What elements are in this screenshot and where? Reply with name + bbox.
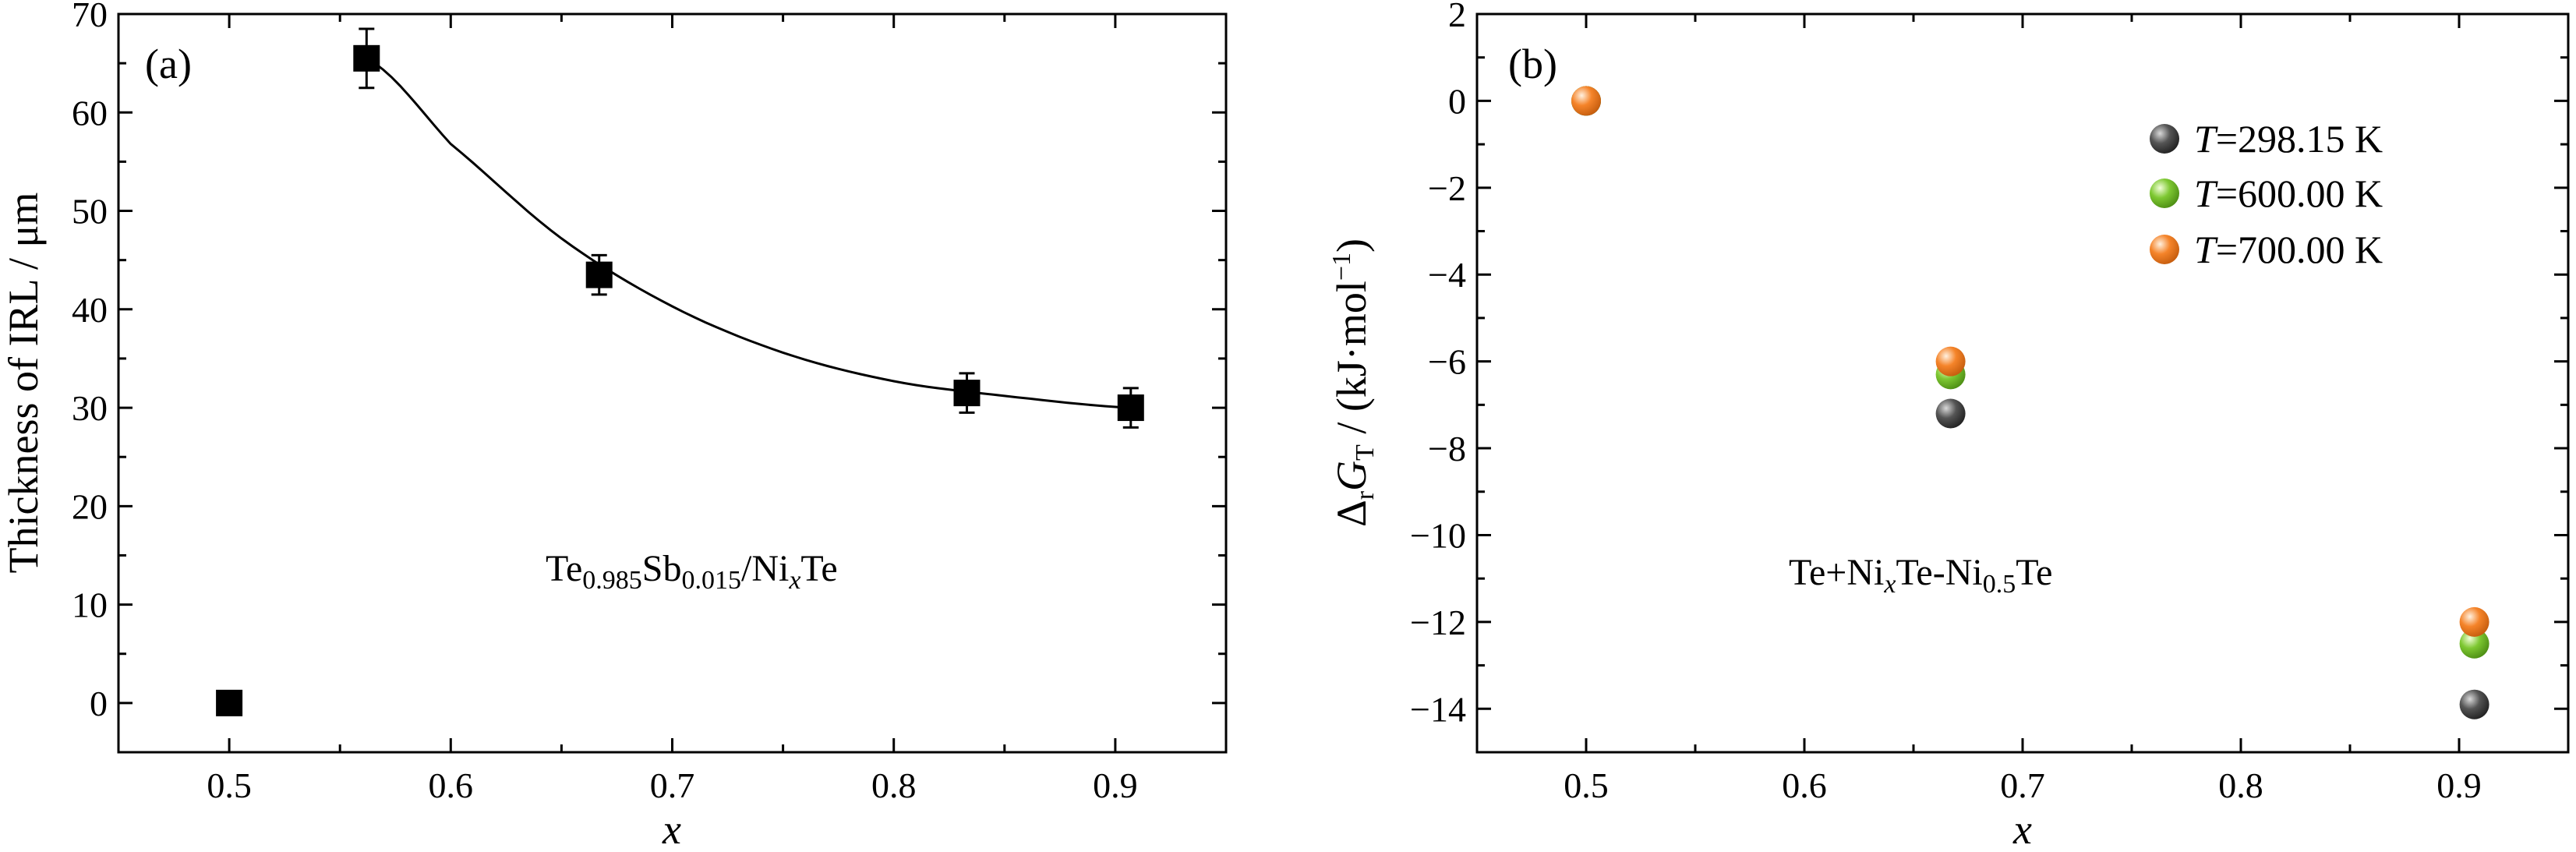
data-point-square xyxy=(216,689,243,716)
data-point-square xyxy=(585,261,613,288)
panel-a-axis-ticks: 0.5 0.6 0.7 0.8 0.9 0 10 20 30 40 50 60 70 xyxy=(72,0,1226,805)
panel-a-annotation: Te0.985Sb0.015/NixTe xyxy=(546,548,838,595)
legend-label-600: T=600.00 K xyxy=(2194,171,2383,215)
y-tick-label: −12 xyxy=(1410,603,1466,642)
panel-b-legend: T=298.15 K T=600.00 K T=700.00 K xyxy=(2150,117,2383,271)
x-tick-label: 0.5 xyxy=(207,765,252,805)
x-tick-label: 0.8 xyxy=(2218,765,2263,805)
y-tick-label: 0 xyxy=(1448,81,1466,121)
data-point-square xyxy=(1117,394,1144,422)
y-tick-label: −4 xyxy=(1428,255,1466,295)
y-tick-label: 50 xyxy=(72,192,108,232)
panel-b-tag: (b) xyxy=(1508,41,1557,87)
panel-a-tag: (a) xyxy=(145,41,192,87)
legend-label-298: T=298.15 K xyxy=(2194,117,2383,161)
panel-a-x-axis-title: x xyxy=(662,806,681,852)
fit-curve xyxy=(366,57,1131,409)
data-point-series-2 xyxy=(2459,606,2489,637)
x-tick-label: 0.7 xyxy=(2000,765,2045,805)
y-tick-label: −8 xyxy=(1428,429,1466,468)
data-point-square xyxy=(953,380,981,407)
panel-a-frame xyxy=(117,12,1228,754)
x-tick-label: 0.6 xyxy=(1782,765,1827,805)
panel-a-y-axis-title: Thickness of IRL / μm xyxy=(0,193,47,574)
panel-b: 0.5 0.6 0.7 0.8 0.9 2 0 −2 −4 −6 −8 −10 −12 −14 (b) T… xyxy=(1327,0,2570,852)
panel-a: 0.5 0.6 0.7 0.8 0.9 0 10 20 30 40 50 60 70 (a) Te0.9… xyxy=(0,0,1228,852)
panel-b-annotation: Te+NixTe-Ni0.5Te xyxy=(1789,552,2052,599)
x-tick-label: 0.7 xyxy=(650,765,695,805)
data-point-series-0 xyxy=(1935,398,1966,429)
y-tick-label: 40 xyxy=(72,290,108,330)
data-point-series-2 xyxy=(1571,86,1601,116)
legend-label-700: T=700.00 K xyxy=(2194,228,2383,271)
panel-b-y-axis-title: ΔrGT / (kJ·mol−1) xyxy=(1327,239,1380,527)
y-tick-label: 70 xyxy=(72,0,108,34)
y-tick-label: −2 xyxy=(1428,168,1466,208)
y-tick-label: 30 xyxy=(72,388,108,428)
y-tick-label: 20 xyxy=(72,486,108,526)
data-point-series-1 xyxy=(2459,628,2489,659)
panel-b-frame xyxy=(1475,12,2570,754)
x-tick-label: 0.8 xyxy=(871,765,917,805)
panel-b-plot-area xyxy=(1571,86,2489,719)
data-point-series-0 xyxy=(2459,689,2489,719)
panel-b-x-axis-title: x xyxy=(2012,806,2032,852)
y-tick-label: 10 xyxy=(72,585,108,625)
y-tick-label: −10 xyxy=(1410,515,1466,555)
data-point-square xyxy=(353,44,380,72)
y-tick-label: 0 xyxy=(90,684,108,723)
legend-marker-700 xyxy=(2150,235,2179,264)
panel-a-plot-area xyxy=(216,27,1144,716)
y-tick-label: 60 xyxy=(72,93,108,133)
y-tick-label: −6 xyxy=(1428,342,1466,382)
y-tick-label: 2 xyxy=(1448,0,1466,34)
x-tick-label: 0.9 xyxy=(1093,765,1138,805)
panel-b-axis-ticks: 0.5 0.6 0.7 0.8 0.9 2 0 −2 −4 −6 −8 −10 −12 −14 xyxy=(1410,0,2568,805)
x-tick-label: 0.9 xyxy=(2436,765,2482,805)
data-point-series-2 xyxy=(1935,346,1966,377)
x-tick-label: 0.6 xyxy=(429,765,474,805)
y-tick-label: −14 xyxy=(1410,689,1466,729)
legend-marker-600 xyxy=(2150,179,2179,208)
x-tick-label: 0.5 xyxy=(1564,765,1609,805)
legend-marker-298 xyxy=(2150,124,2179,154)
